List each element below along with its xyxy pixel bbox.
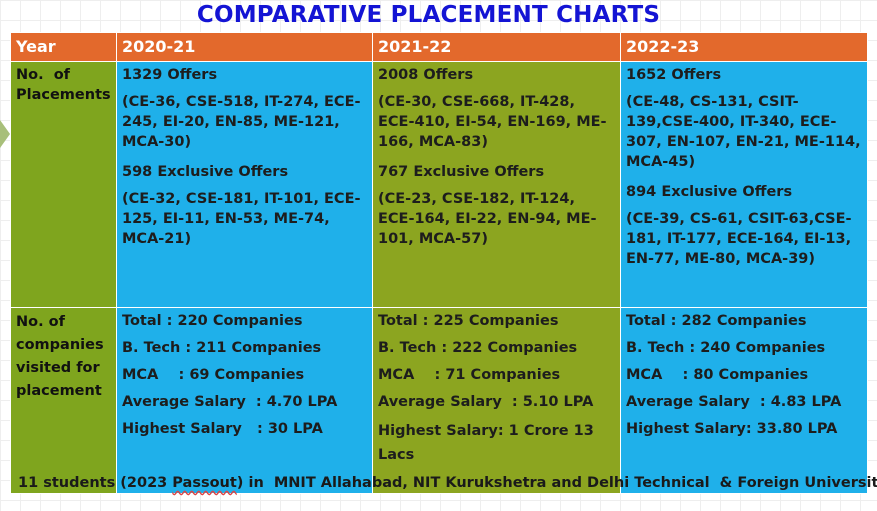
companies-label-line2: companies bbox=[16, 337, 104, 353]
avg-salary-2021-22: Average Salary : 5.10 LPA bbox=[378, 394, 594, 410]
note-part-2: ) in MNIT Allahabad, NIT Kurukshetra and… bbox=[236, 475, 877, 491]
placements-label-line1: No. of bbox=[16, 67, 70, 83]
offers-breakdown-2021-22: (CE-30, CSE-668, IT-428, ECE-410, EI-54,… bbox=[378, 94, 607, 150]
placements-2021-22: 2008 Offers (CE-30, CSE-668, IT-428, ECE… bbox=[372, 61, 621, 308]
exclusive-breakdown-2022-23: (CE-39, CS-61, CSIT-63,CSE-181, IT-177, … bbox=[626, 211, 852, 267]
offers-2020-21: 1329 Offers bbox=[122, 67, 218, 83]
avg-salary-2022-23: Average Salary : 4.83 LPA bbox=[626, 394, 842, 410]
note-passout: Passout bbox=[172, 475, 237, 491]
offers-breakdown-2022-23: (CE-48, CS-131, CSIT-139,CSE-400, IT-340… bbox=[626, 94, 861, 170]
placement-table: Year 2020-21 2021-22 2022-23 No. of Plac… bbox=[10, 32, 868, 494]
companies-label-line3: visited for bbox=[16, 360, 100, 376]
placements-2022-23: 1652 Offers (CE-48, CS-131, CSIT-139,CSE… bbox=[620, 61, 868, 308]
companies-label: No. of companies visited for placement bbox=[10, 307, 117, 494]
placements-row: No. of Placements 1329 Offers (CE-36, CS… bbox=[10, 61, 868, 308]
btech-2020-21: B. Tech : 211 Companies bbox=[122, 340, 322, 356]
header-2020-21: 2020-21 bbox=[116, 32, 373, 62]
header-2021-22: 2021-22 bbox=[372, 32, 621, 62]
mca-2021-22: MCA : 71 Companies bbox=[378, 367, 561, 383]
footer-note: 11 students (2023 Passout) in MNIT Allah… bbox=[18, 475, 877, 491]
exclusive-breakdown-2020-21: (CE-32, CSE-181, IT-101, ECE-125, EI-11,… bbox=[122, 191, 361, 247]
header-row: Year 2020-21 2021-22 2022-23 bbox=[10, 32, 868, 62]
placements-label: No. of Placements bbox=[10, 61, 117, 308]
high-salary-2021-22: Highest Salary: 1 Crore 13 Lacs bbox=[378, 423, 594, 463]
total-2020-21: Total : 220 Companies bbox=[122, 313, 303, 329]
exclusive-2021-22: 767 Exclusive Offers bbox=[378, 164, 545, 180]
companies-row: No. of companies visited for placement T… bbox=[10, 307, 868, 494]
companies-2022-23: Total : 282 Companies B. Tech : 240 Comp… bbox=[620, 307, 868, 494]
high-salary-2022-23: Highest Salary: 33.80 LPA bbox=[626, 421, 838, 437]
companies-label-line4: placement bbox=[16, 383, 102, 399]
placements-label-line2: Placements bbox=[16, 87, 111, 103]
btech-2022-23: B. Tech : 240 Companies bbox=[626, 340, 826, 356]
exclusive-2022-23: 894 Exclusive Offers bbox=[626, 184, 793, 200]
placements-2020-21: 1329 Offers (CE-36, CSE-518, IT-274, ECE… bbox=[116, 61, 373, 308]
avg-salary-2020-21: Average Salary : 4.70 LPA bbox=[122, 394, 338, 410]
offers-2022-23: 1652 Offers bbox=[626, 67, 722, 83]
slide-arrow-icon bbox=[0, 120, 10, 148]
offers-breakdown-2020-21: (CE-36, CSE-518, IT-274, ECE-245, EI-20,… bbox=[122, 94, 361, 150]
exclusive-breakdown-2021-22: (CE-23, CSE-182, IT-124, ECE-164, EI-22,… bbox=[378, 191, 597, 247]
mca-2020-21: MCA : 69 Companies bbox=[122, 367, 305, 383]
note-part-1: 11 students (2023 bbox=[18, 475, 173, 491]
companies-2020-21: Total : 220 Companies B. Tech : 211 Comp… bbox=[116, 307, 373, 494]
total-2021-22: Total : 225 Companies bbox=[378, 313, 559, 329]
high-salary-2020-21: Highest Salary : 30 LPA bbox=[122, 421, 323, 437]
btech-2021-22: B. Tech : 222 Companies bbox=[378, 340, 578, 356]
header-year: Year bbox=[10, 32, 117, 62]
exclusive-2020-21: 598 Exclusive Offers bbox=[122, 164, 289, 180]
page-title: COMPARATIVE PLACEMENT CHARTS bbox=[196, 2, 661, 28]
companies-label-line1: No. of bbox=[16, 314, 65, 330]
header-2022-23: 2022-23 bbox=[620, 32, 868, 62]
offers-2021-22: 2008 Offers bbox=[378, 67, 474, 83]
total-2022-23: Total : 282 Companies bbox=[626, 313, 807, 329]
mca-2022-23: MCA : 80 Companies bbox=[626, 367, 809, 383]
companies-2021-22: Total : 225 Companies B. Tech : 222 Comp… bbox=[372, 307, 621, 494]
